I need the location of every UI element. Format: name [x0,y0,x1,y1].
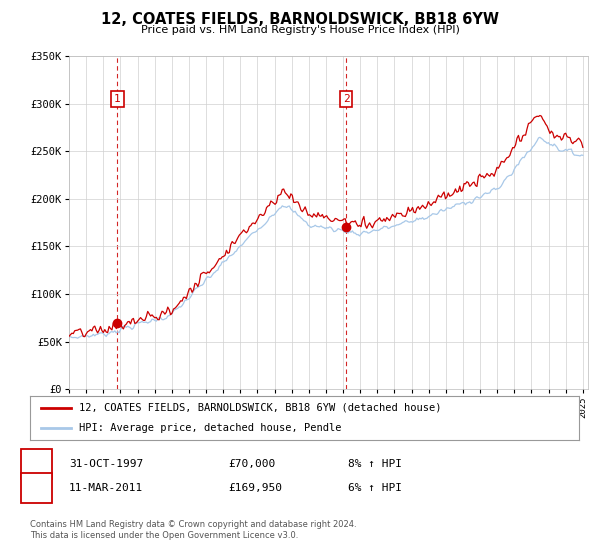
Text: 1: 1 [33,457,40,470]
Text: 2: 2 [33,482,40,495]
Text: £169,950: £169,950 [228,483,282,493]
Text: 6% ↑ HPI: 6% ↑ HPI [348,483,402,493]
Text: £70,000: £70,000 [228,459,275,469]
Text: 2: 2 [343,94,350,104]
Text: Contains HM Land Registry data © Crown copyright and database right 2024.: Contains HM Land Registry data © Crown c… [30,520,356,529]
Text: 8% ↑ HPI: 8% ↑ HPI [348,459,402,469]
Text: 1: 1 [114,94,121,104]
Text: 11-MAR-2011: 11-MAR-2011 [69,483,143,493]
Text: 12, COATES FIELDS, BARNOLDSWICK, BB18 6YW: 12, COATES FIELDS, BARNOLDSWICK, BB18 6Y… [101,12,499,27]
Text: 12, COATES FIELDS, BARNOLDSWICK, BB18 6YW (detached house): 12, COATES FIELDS, BARNOLDSWICK, BB18 6Y… [79,403,442,413]
Text: This data is licensed under the Open Government Licence v3.0.: This data is licensed under the Open Gov… [30,531,298,540]
Text: Price paid vs. HM Land Registry's House Price Index (HPI): Price paid vs. HM Land Registry's House … [140,25,460,35]
Text: 31-OCT-1997: 31-OCT-1997 [69,459,143,469]
Text: HPI: Average price, detached house, Pendle: HPI: Average price, detached house, Pend… [79,423,342,433]
